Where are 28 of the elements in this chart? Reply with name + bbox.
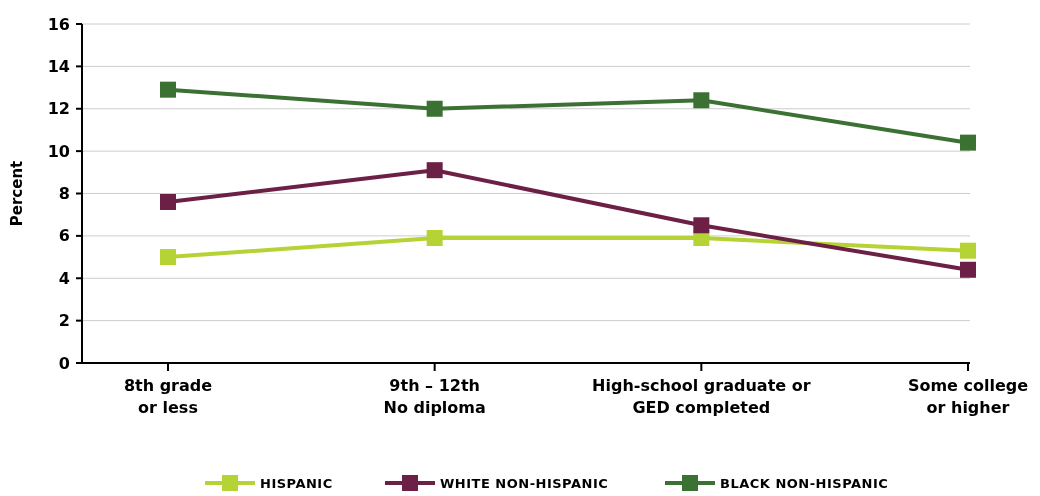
x-tick-label: 9th – 12th No diploma <box>383 376 486 417</box>
point <box>960 134 976 151</box>
point <box>426 100 443 117</box>
y-tick-label: 0 <box>58 353 70 373</box>
y-tick-label: 10 <box>47 141 70 161</box>
point <box>160 249 176 266</box>
point <box>960 261 976 278</box>
point <box>160 81 176 98</box>
y-tick-label: 2 <box>58 311 70 331</box>
y-tick-label: 12 <box>47 99 70 119</box>
x-tick-label: 8th grade or less <box>123 376 213 417</box>
point <box>426 229 443 246</box>
y-tick-label: 4 <box>58 268 70 288</box>
point <box>693 217 710 234</box>
point <box>960 242 976 259</box>
y-tick-label: 6 <box>58 226 70 246</box>
point <box>160 193 176 210</box>
y-tick-label: 8 <box>58 184 70 204</box>
x-tick-label: High-school graduate or GED completed <box>592 376 811 417</box>
point <box>693 92 710 109</box>
x-tick-label: Some college or higher <box>907 376 1029 417</box>
y-axis-title: Percent <box>8 160 26 227</box>
y-tick-label: 16 <box>47 14 70 34</box>
legend-label: HISPANIC <box>260 476 333 491</box>
legend-label: WHITE NON-HISPANIC <box>440 476 609 491</box>
legend-label: BLACK NON-HISPANIC <box>720 476 889 491</box>
y-tick-label: 14 <box>47 56 70 76</box>
point <box>426 162 443 179</box>
